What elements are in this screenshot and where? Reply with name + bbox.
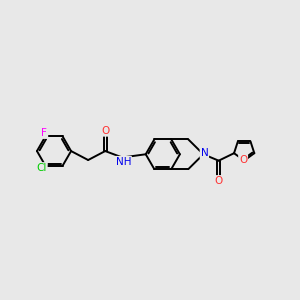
Text: O: O [239,154,247,164]
Text: O: O [101,126,109,136]
Text: N: N [200,148,208,158]
Text: Cl: Cl [37,163,47,173]
Text: F: F [41,128,47,138]
Text: NH: NH [116,157,131,167]
Text: O: O [214,176,223,186]
